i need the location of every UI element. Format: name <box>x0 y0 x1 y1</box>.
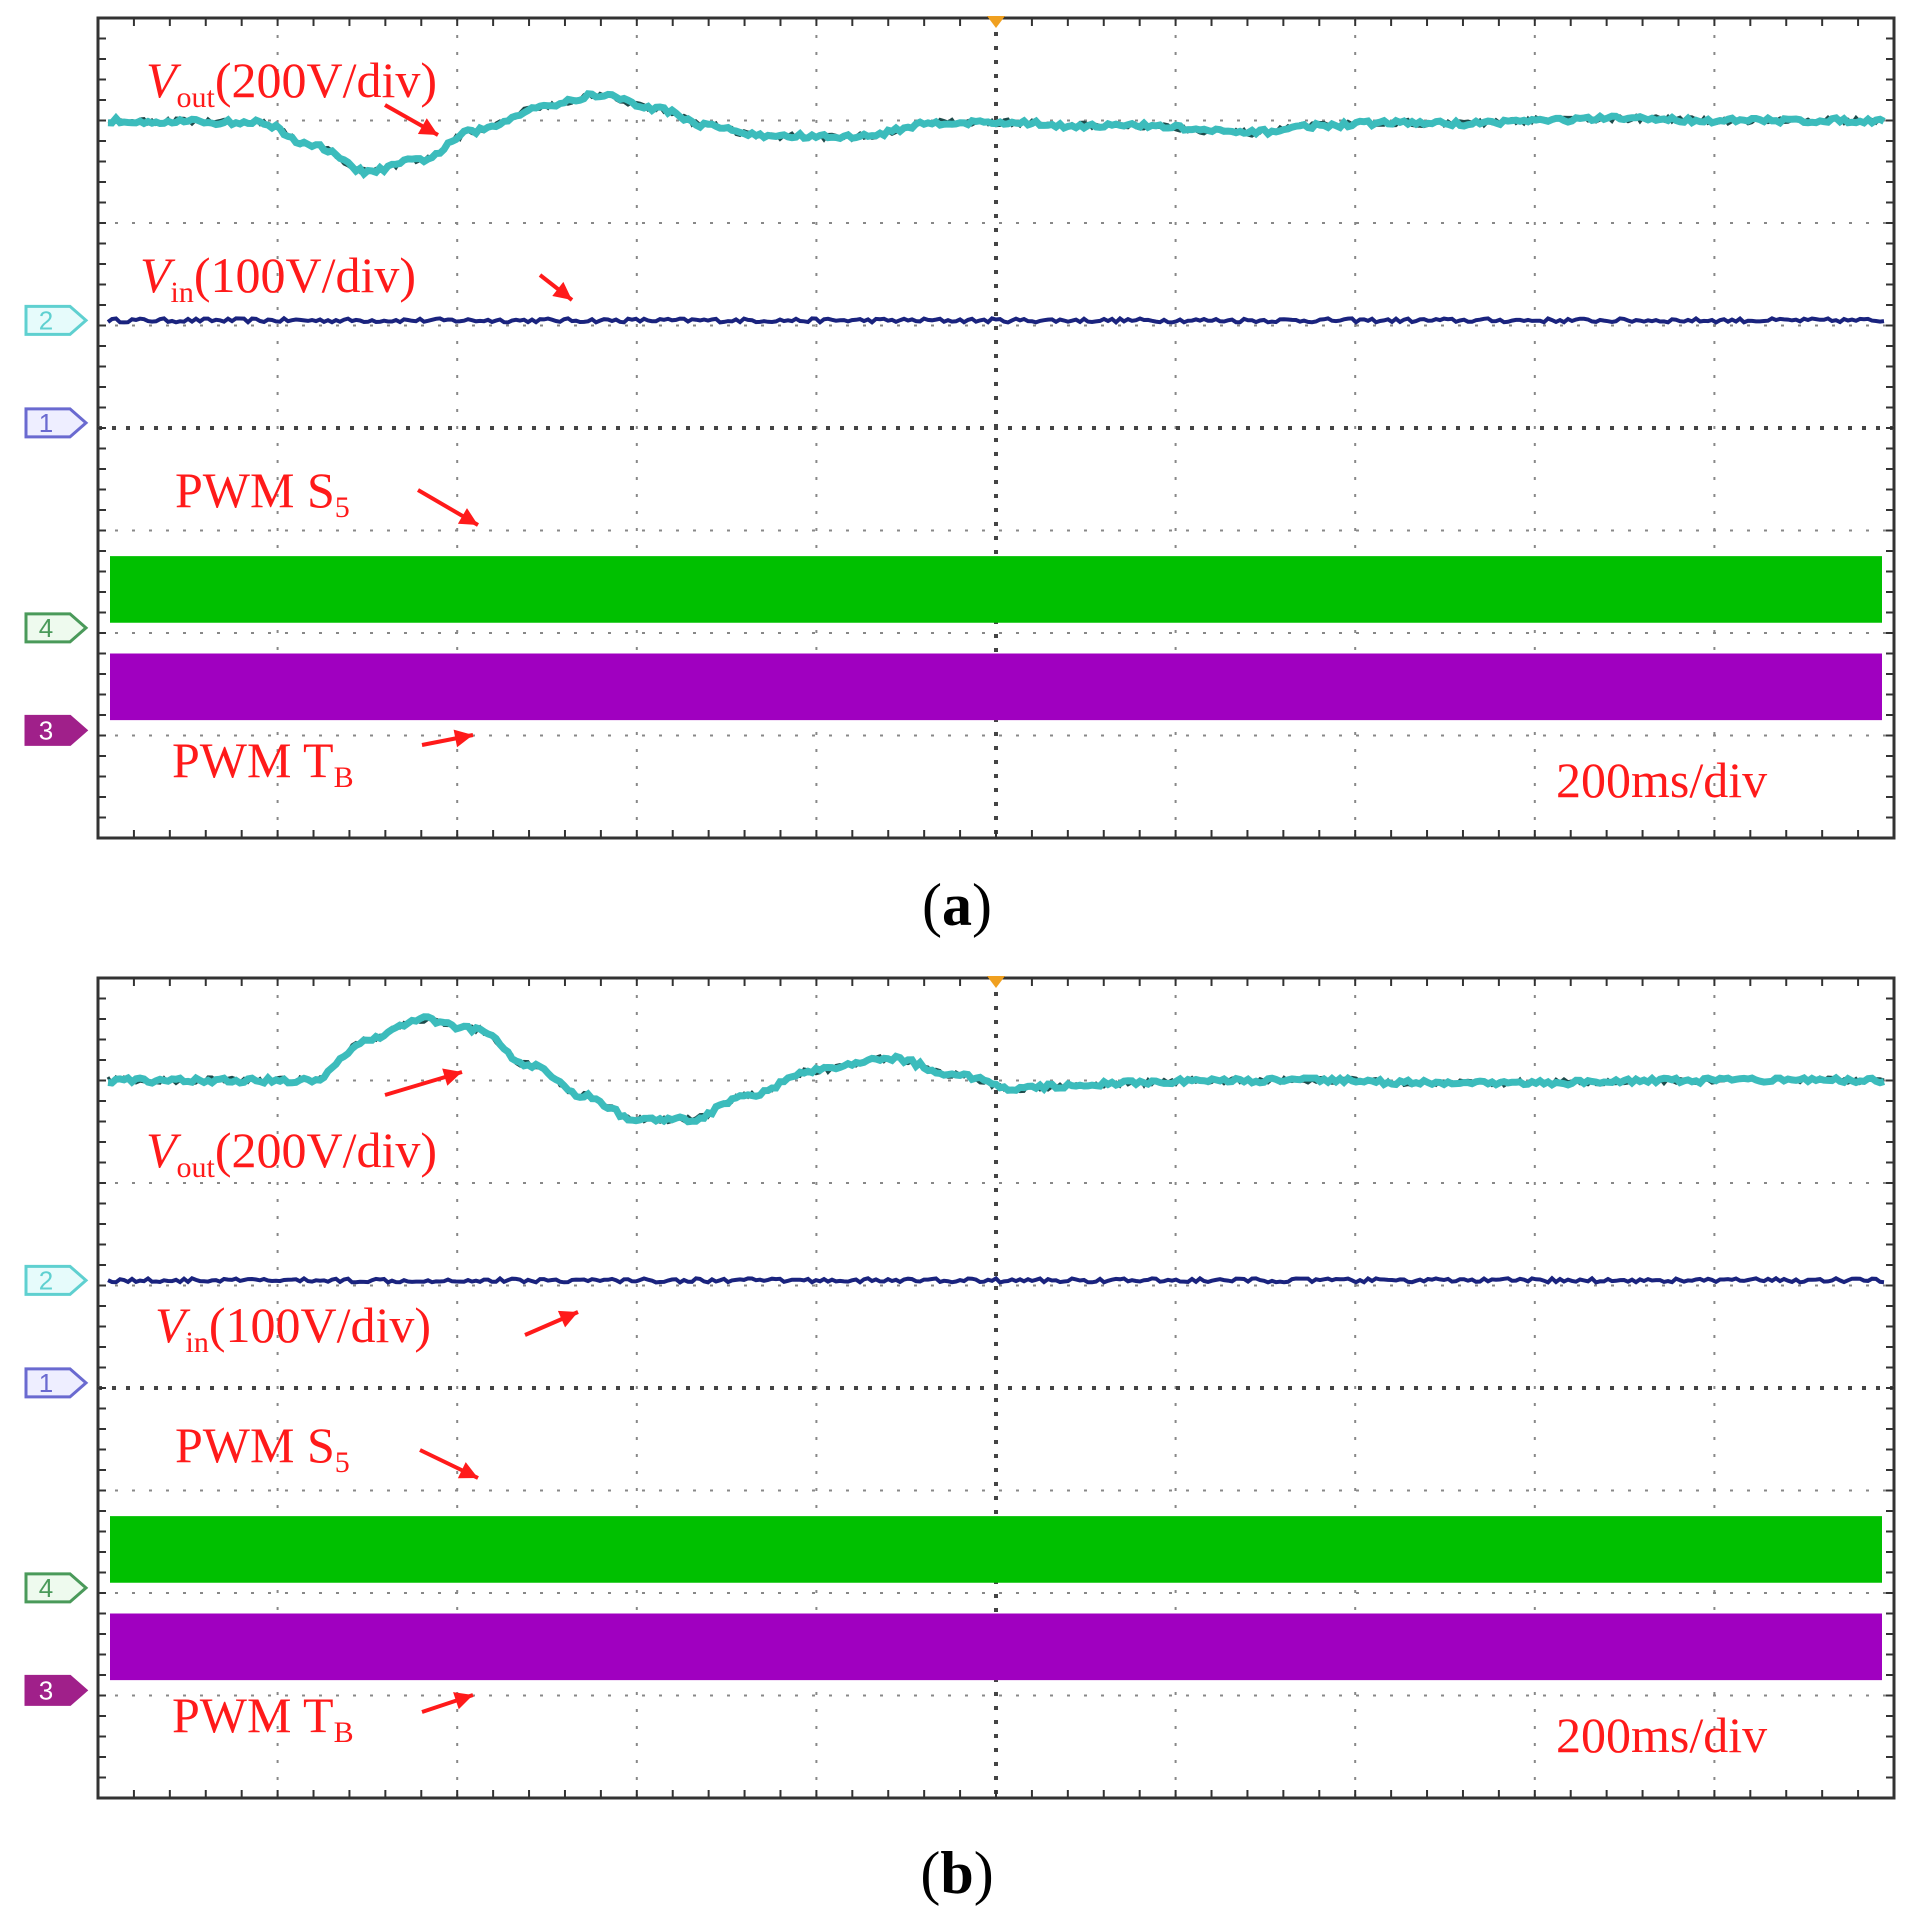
annotation-arrowhead <box>457 508 478 525</box>
panel-caption: (a) <box>922 872 992 938</box>
channel-2-marker <box>24 1264 89 1296</box>
channel-4-marker <box>24 1572 89 1604</box>
time-scale-label: 200ms/div <box>1556 752 1768 808</box>
scope-panel-b: 2 1 4 3 Vout(200V/div) Vin(100V/div) PWM S5… <box>0 960 1914 1920</box>
vin-label: Vin(100V/div) <box>155 1297 432 1359</box>
pwm-band-trace <box>110 1613 1882 1681</box>
vout-trace <box>107 1013 1886 1126</box>
trigger-position-marker <box>987 976 1005 988</box>
annotation-arrowhead <box>453 729 473 748</box>
vin-label: Vin(100V/div) <box>140 247 417 309</box>
oscilloscope-screen-b: 2 1 4 3 <box>24 976 1896 1800</box>
pwm-tb-label: PWM TB <box>172 1687 354 1749</box>
channel-4-marker <box>24 612 89 644</box>
annotation-arrowhead <box>453 1692 473 1710</box>
panel-caption: (b) <box>920 1840 994 1906</box>
channel-1-marker-label: 1 <box>39 408 53 438</box>
vin-trace <box>107 1275 1885 1285</box>
annotation-arrowhead <box>417 118 438 135</box>
channel-3-marker <box>24 1674 89 1706</box>
channel-1-marker <box>24 1367 89 1399</box>
vout-trace <box>107 90 1886 180</box>
channel-4-marker-label: 4 <box>39 1573 53 1603</box>
pwm-s5-label: PWM S5 <box>175 462 350 524</box>
pwm-band-trace <box>110 556 1882 623</box>
channel-4-marker-label: 4 <box>39 613 53 643</box>
annotation-arrowhead <box>442 1068 462 1086</box>
time-scale-label: 200ms/div <box>1556 1707 1768 1763</box>
annotation-arrowhead <box>557 1310 578 1328</box>
pwm-s5-label: PWM S5 <box>175 1417 350 1479</box>
annotation-arrowhead <box>552 281 572 300</box>
channel-3-marker-label: 3 <box>39 715 53 745</box>
channel-3-marker-label: 3 <box>39 1675 53 1705</box>
channel-1-marker <box>24 407 89 439</box>
pwm-band-trace <box>110 653 1882 721</box>
channel-3-marker <box>24 714 89 746</box>
oscilloscope-screen-a: 2 1 4 3 <box>24 16 1896 840</box>
vout-label: Vout(200V/div) <box>146 1122 438 1184</box>
vout-label: Vout(200V/div) <box>146 52 438 114</box>
scope-panel-a: 2 1 4 3 Vout(200V/div) Vin(100V/div) PWM S5… <box>24 16 1896 938</box>
vin-trace <box>106 315 1885 325</box>
channel-2-marker-label: 2 <box>39 305 53 335</box>
pwm-band-trace <box>110 1516 1882 1583</box>
channel-2-marker-label: 2 <box>39 1265 53 1295</box>
pwm-tb-label: PWM TB <box>172 732 354 794</box>
channel-2-marker <box>24 304 89 336</box>
annotation-arrowhead <box>457 1462 478 1479</box>
channel-1-marker-label: 1 <box>39 1368 53 1398</box>
trigger-position-marker <box>987 16 1005 28</box>
